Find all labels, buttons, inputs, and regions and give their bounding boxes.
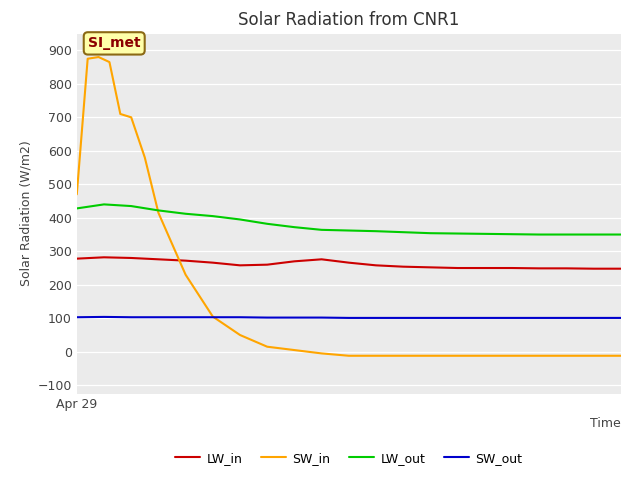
SW_out [427,315,435,321]
LW_in [536,265,543,271]
LW_in [563,265,570,271]
SW_in [427,353,435,359]
Line: LW_in: LW_in [77,257,621,269]
SW_in [454,353,461,359]
LW_out [155,207,163,213]
LW_out [318,227,326,233]
LW_in [372,263,380,268]
SW_out [318,315,326,321]
SW_out [291,315,298,321]
LW_out [617,232,625,238]
SW_out [536,315,543,321]
Line: SW_in: SW_in [77,57,621,356]
Line: LW_out: LW_out [77,204,621,235]
LW_in [127,255,135,261]
SW_out [155,314,163,320]
LW_in [345,260,353,265]
SW_out [236,314,244,320]
Y-axis label: Solar Radiation (W/m2): Solar Radiation (W/m2) [19,141,32,287]
LW_out [345,228,353,233]
SW_in [84,56,92,61]
LW_in [318,256,326,262]
SW_out [182,314,189,320]
SW_in [536,353,543,359]
SW_out [372,315,380,321]
SW_in [318,350,326,356]
SW_in [617,353,625,359]
LW_in [73,256,81,262]
SW_out [345,315,353,321]
SW_in [399,353,407,359]
LW_out [508,231,516,237]
SW_in [563,353,570,359]
SW_in [155,210,163,216]
SW_in [372,353,380,359]
LW_in [209,260,216,265]
LW_in [427,264,435,270]
LW_out [291,224,298,230]
SW_in [95,54,102,60]
SW_out [454,315,461,321]
LW_out [182,211,189,216]
SW_in [106,59,113,65]
SW_out [100,314,108,320]
SW_in [209,314,216,320]
LW_in [100,254,108,260]
LW_out [481,231,489,237]
Legend: LW_in, SW_in, LW_out, SW_out: LW_in, SW_in, LW_out, SW_out [170,447,527,469]
SW_out [617,315,625,321]
LW_out [536,232,543,238]
LW_out [399,229,407,235]
LW_out [236,216,244,222]
Text: SI_met: SI_met [88,36,141,50]
SW_out [563,315,570,321]
SW_in [291,347,298,353]
LW_out [73,205,81,211]
SW_out [209,314,216,320]
SW_in [590,353,598,359]
LW_in [399,264,407,270]
LW_in [236,263,244,268]
SW_out [399,315,407,321]
SW_out [590,315,598,321]
SW_in [182,272,189,277]
LW_in [155,256,163,262]
LW_out [209,213,216,219]
LW_out [127,203,135,209]
Title: Solar Radiation from CNR1: Solar Radiation from CNR1 [238,11,460,29]
LW_in [182,258,189,264]
SW_in [481,353,489,359]
SW_out [264,315,271,321]
SW_out [127,314,135,320]
SW_out [481,315,489,321]
LW_in [617,266,625,272]
SW_in [508,353,516,359]
SW_in [116,111,124,117]
SW_in [264,344,271,349]
LW_out [590,232,598,238]
LW_in [264,262,271,267]
LW_out [563,232,570,238]
LW_out [100,202,108,207]
Line: SW_out: SW_out [77,317,621,318]
SW_in [73,192,81,197]
SW_in [236,332,244,338]
LW_out [454,231,461,237]
LW_in [454,265,461,271]
SW_out [508,315,516,321]
X-axis label: Time: Time [590,417,621,430]
SW_in [345,353,353,359]
SW_in [127,114,135,120]
LW_in [481,265,489,271]
LW_out [264,221,271,227]
LW_in [291,258,298,264]
SW_in [141,155,148,160]
LW_out [427,230,435,236]
SW_out [73,314,81,320]
LW_in [590,266,598,272]
LW_out [372,228,380,234]
LW_in [508,265,516,271]
